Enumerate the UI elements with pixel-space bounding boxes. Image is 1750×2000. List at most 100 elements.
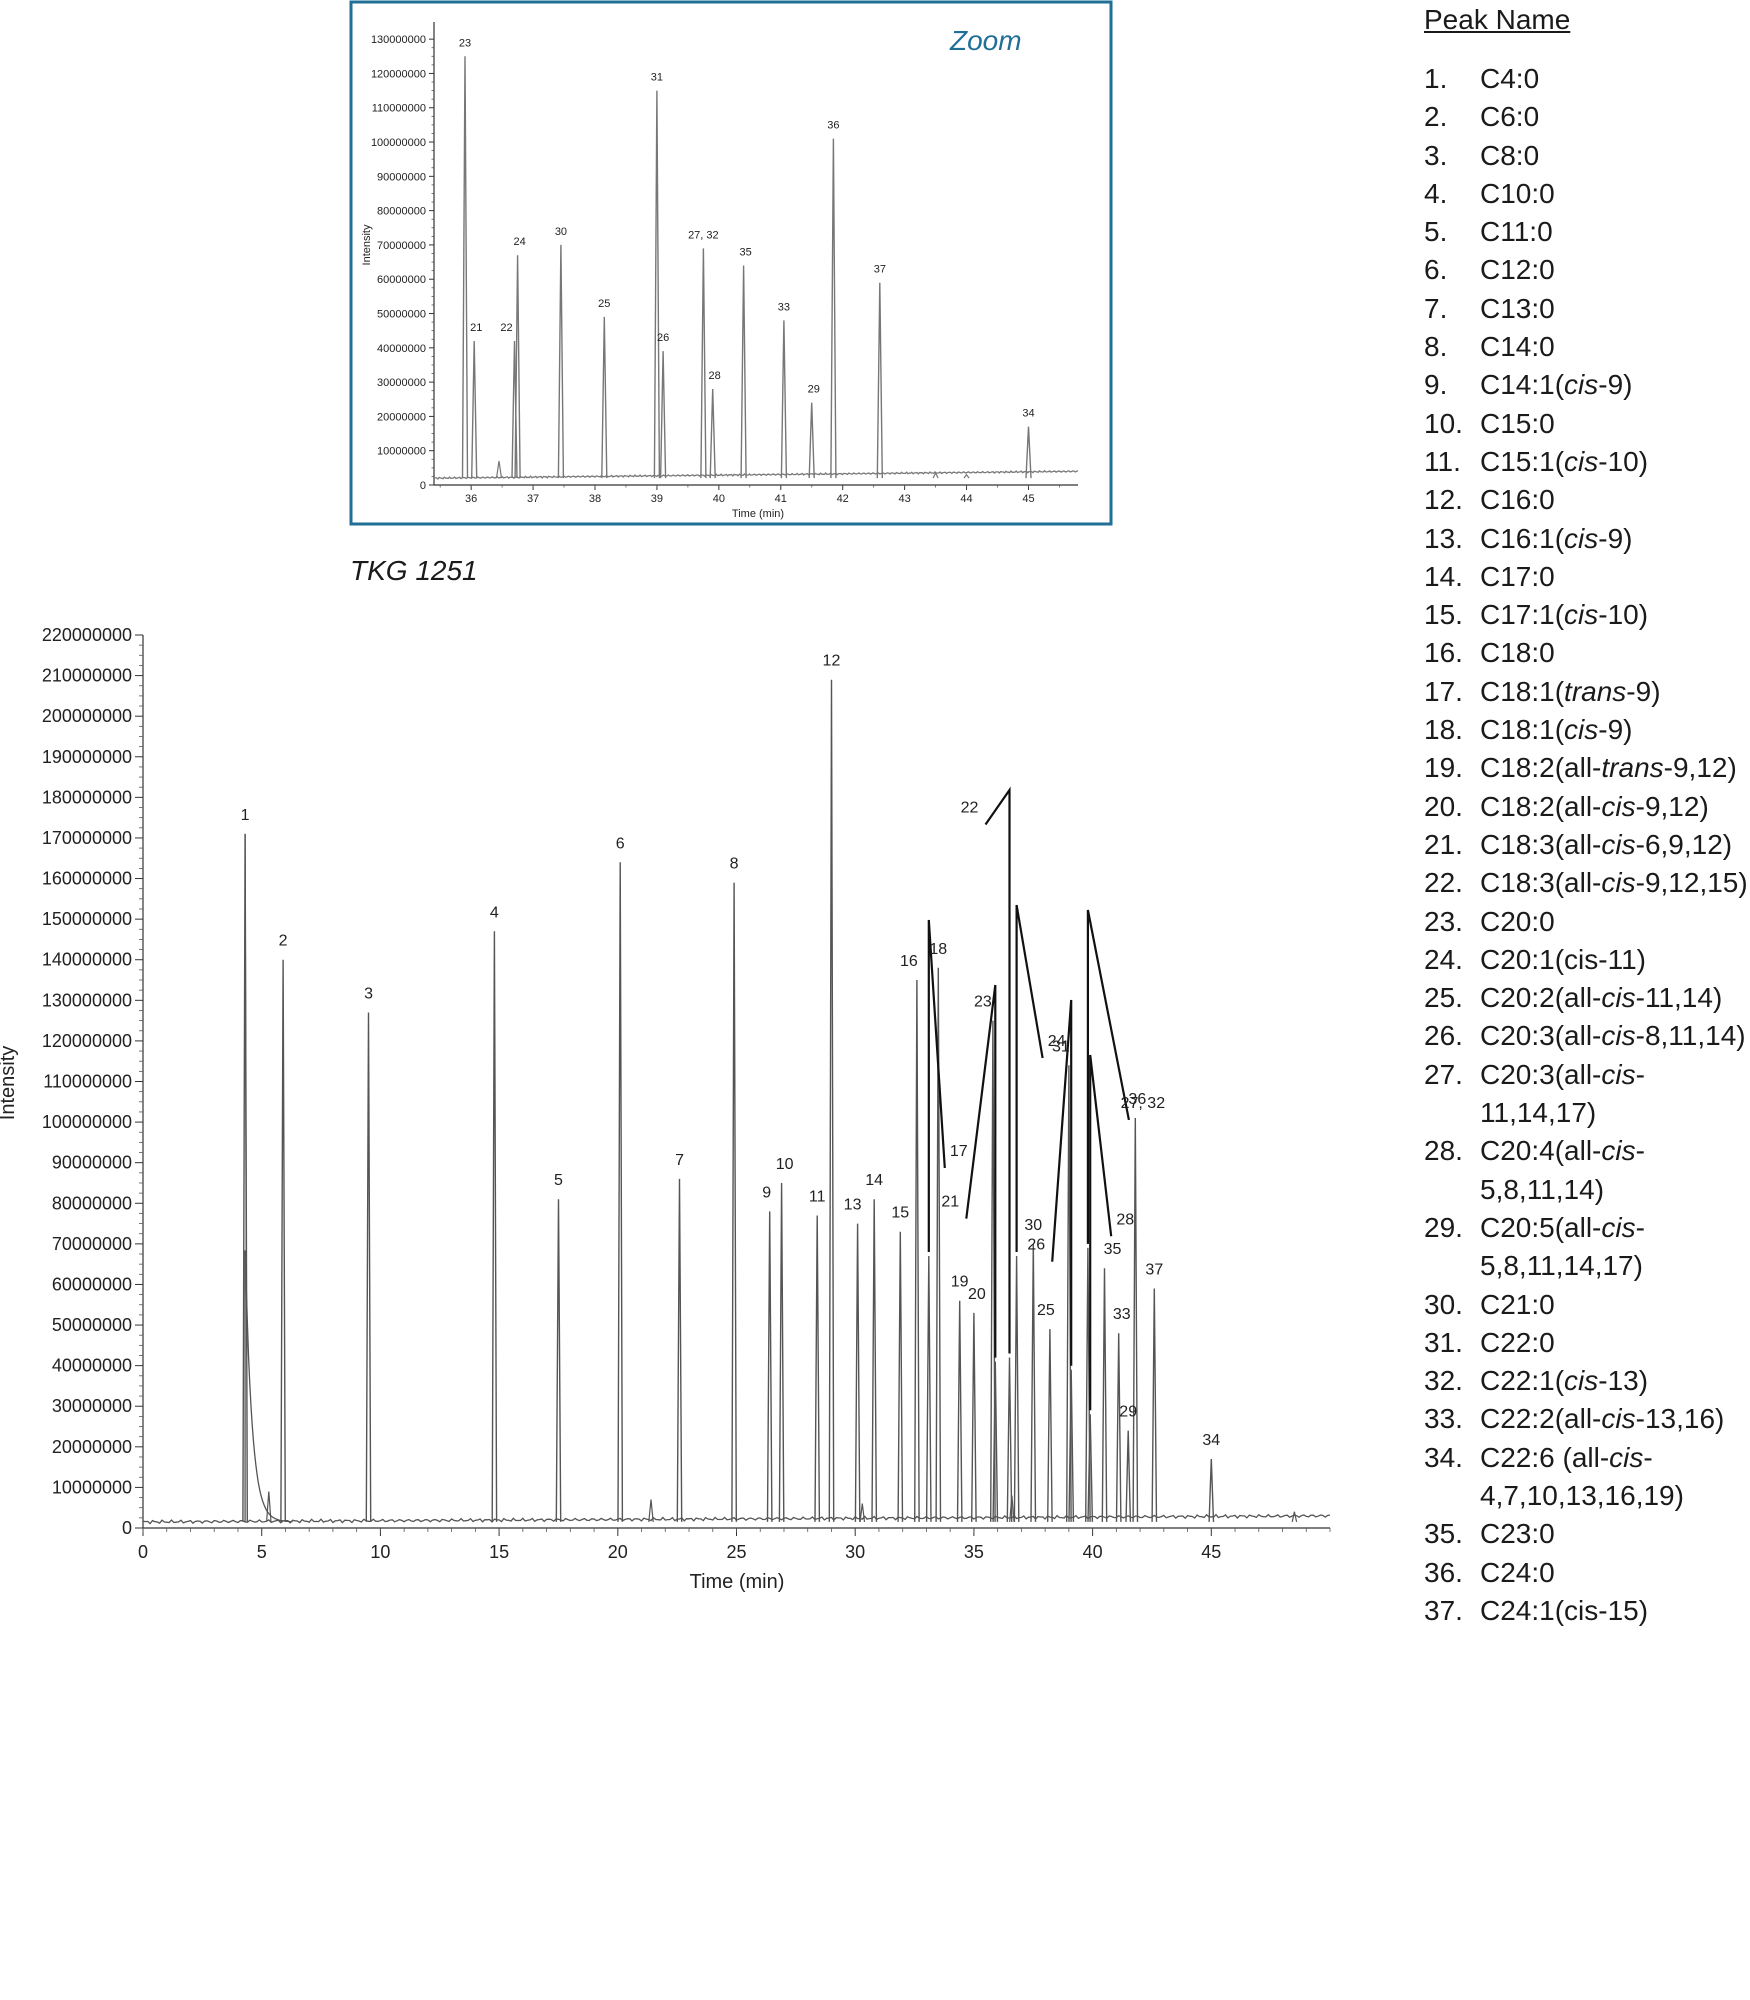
peak-26 (1068, 1369, 1075, 1522)
y-tick-label: 30000000 (52, 1396, 132, 1416)
legend-item-name: C8:0 (1480, 139, 1540, 171)
x-tick-label: 40 (1083, 1542, 1103, 1562)
legend-item: 21. C18:3(all-cis-6,9,12) (1424, 826, 1750, 864)
peak-label: 25 (1037, 1302, 1055, 1319)
peak-label: 14 (865, 1172, 883, 1189)
legend-item: 34. C22:6 (all-cis-4,7,10,13,16,19) (1424, 1439, 1750, 1516)
y-tick-label: 10000000 (377, 446, 426, 458)
y-tick-label: 20000000 (377, 411, 426, 423)
legend-item: 16. C18:0 (1424, 634, 1750, 672)
legend-item: 17. C18:1(trans-9) (1424, 673, 1750, 711)
y-tick-label: 150000000 (42, 909, 132, 929)
legend-item-number: 12. (1424, 484, 1463, 516)
legend-item-number: 8. (1424, 331, 1448, 363)
legend-item: 19. C18:2(all-trans-9,12) (1424, 749, 1750, 787)
peak-label: 29 (1119, 1404, 1137, 1421)
peak-4 (491, 931, 498, 1522)
legend-item-number: 1. (1424, 63, 1448, 94)
legend-item-name: C4:0 (1480, 63, 1540, 94)
legend-item: 10. C15:0 (1424, 405, 1750, 443)
y-tick-label: 160000000 (42, 869, 132, 889)
peak-2 (280, 959, 286, 1522)
legend-item-number: 22. (1424, 867, 1463, 899)
legend-item: 5. C11:0 (1424, 213, 1750, 251)
leader-line (927, 919, 946, 1252)
legend-item: 12. C16:0 (1424, 481, 1750, 519)
y-tick-label: 80000000 (377, 206, 426, 218)
peak-13 (854, 1223, 861, 1522)
y-tick-label: 90000000 (52, 1153, 132, 1173)
peak-label: 2 (279, 933, 288, 950)
x-tick-label: 35 (964, 1542, 984, 1562)
legend-item-number: 20. (1424, 790, 1463, 822)
legend-item-name: C15:0 (1480, 407, 1555, 439)
legend-item-name: C18:3(all-cis-9,12,15) (1480, 867, 1748, 899)
legend-item-name: C24:0 (1480, 1556, 1555, 1588)
y-tick-label: 30000000 (377, 377, 426, 389)
peak-label: 1 (241, 807, 250, 824)
legend-item: 15. C17:1(cis-10) (1424, 596, 1750, 634)
peak-label: 37 (874, 264, 886, 276)
legend-item: 36. C24:0 (1424, 1554, 1750, 1592)
y-tick-label: 130000000 (371, 34, 426, 46)
legend-item-name: C18:1(trans-9) (1480, 675, 1661, 707)
main-chart-title: TKG 1251 (350, 555, 478, 586)
peak-1 (242, 833, 248, 1522)
peak-37 (876, 282, 883, 479)
y-tick-label: 0 (122, 1518, 132, 1538)
peak-25 (1047, 1329, 1053, 1522)
minor-peak (495, 460, 503, 479)
peak-16 (914, 979, 920, 1522)
legend-item-name: C20:1(cis-11) (1480, 943, 1646, 975)
peak-label: 18 (929, 941, 947, 958)
legend-item: 29. C20:5(all-cis-5,8,11,14,17) (1424, 1209, 1750, 1286)
peak-21 (992, 1361, 999, 1522)
peak-21 (471, 340, 478, 479)
x-tick-label: 25 (726, 1542, 746, 1562)
minor-peak (1009, 1495, 1015, 1522)
peak-label: 33 (778, 301, 790, 313)
legend-item-name: C16:0 (1480, 484, 1555, 516)
peak-label: 25 (598, 298, 610, 310)
legend-item-number: 10. (1424, 407, 1463, 439)
x-tick-label: 45 (1201, 1542, 1221, 1562)
legend-item-number: 25. (1424, 982, 1463, 1014)
legend-item: 20. C18:2(all-cis-9,12) (1424, 788, 1750, 826)
peak-label: 6 (616, 835, 625, 852)
legend-item-number: 4. (1424, 177, 1448, 209)
legend-item: 18. C18:1(cis-9) (1424, 711, 1750, 749)
y-tick-label: 80000000 (52, 1193, 132, 1213)
peak-8 (731, 882, 737, 1522)
legend-item-name: C24:1(cis-15) (1480, 1594, 1649, 1626)
main-y-axis-label: Intensity (0, 1046, 19, 1120)
minor-peak (1291, 1511, 1298, 1523)
legend-item-name: C10:0 (1480, 177, 1555, 209)
peak-label: 24 (513, 236, 525, 248)
y-tick-label: 210000000 (42, 666, 132, 686)
peak-25 (601, 316, 608, 479)
peak-label: 17 (950, 1143, 968, 1160)
x-tick-label: 45 (1022, 493, 1034, 505)
zoom-x-axis-label: Time (min) (732, 508, 784, 520)
legend-item-name: C22:0 (1480, 1326, 1555, 1358)
zoom-peaks (433, 56, 1079, 480)
y-tick-label: 120000000 (42, 1031, 132, 1051)
peak-22 (1006, 1357, 1013, 1522)
peak-9 (766, 1211, 773, 1522)
main-peaks (142, 679, 1331, 1525)
peak-27-32 (700, 248, 707, 479)
leader-line (1015, 904, 1044, 1252)
legend-item-name: C22:6 (all-cis-4,7,10,13,16,19) (1480, 1441, 1684, 1511)
legend-item-name: C20:3(all-cis-11,14,17) (1480, 1058, 1645, 1129)
x-tick-label: 30 (845, 1542, 865, 1562)
y-tick-label: 190000000 (42, 747, 132, 767)
y-tick-label: 140000000 (42, 950, 132, 970)
peak-label: 36 (1128, 1091, 1146, 1108)
peak-label: 21 (941, 1194, 959, 1211)
legend-item-number: 32. (1424, 1365, 1463, 1397)
legend-list: 1. C4:0 2. C6:0 3. C8:0 4. C10:0 5. C11:0 6. C12:0 7… (1424, 60, 1750, 1630)
peak-18 (935, 967, 942, 1522)
legend-item: 2. C6:0 (1424, 98, 1750, 136)
peak-label: 7 (675, 1152, 684, 1169)
minor-peak (266, 1491, 272, 1522)
